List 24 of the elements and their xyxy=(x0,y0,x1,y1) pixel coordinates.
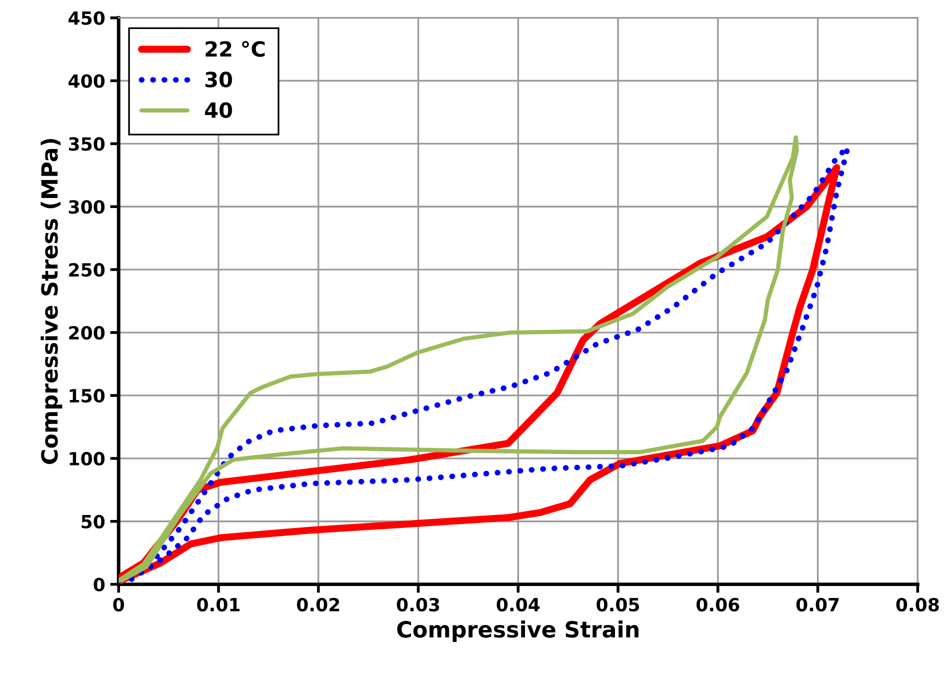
x-tick-label: 0.05 xyxy=(596,598,640,612)
y-tick-label: 200 xyxy=(69,326,105,340)
x-tick-label: 0.07 xyxy=(796,598,839,612)
y-tick-label: 350 xyxy=(68,137,105,151)
y-tick-label: 250 xyxy=(69,263,105,277)
y-tick-label: 450 xyxy=(68,11,105,25)
legend-label: 40 xyxy=(204,102,232,118)
x-tick-label: 0 xyxy=(113,598,124,612)
x-tick-label: 0.03 xyxy=(396,598,440,612)
x-tick-label: 0.01 xyxy=(197,598,240,612)
x-axis-title: Compressive Strain xyxy=(397,620,638,642)
y-tick-label: 100 xyxy=(70,452,105,466)
x-tick-label: 0.02 xyxy=(296,598,340,612)
x-tick-label: 0.06 xyxy=(696,598,740,612)
legend-label: 30 xyxy=(205,72,232,88)
y-tick-label: 300 xyxy=(68,200,105,214)
x-tick-label: 0.04 xyxy=(496,598,540,612)
y-axis-title: Compressive Stress (MPa) xyxy=(40,138,62,464)
y-tick-label: 50 xyxy=(82,514,105,528)
y-tick-label: 400 xyxy=(68,74,105,88)
x-tick-label: 0.08 xyxy=(896,598,939,612)
y-tick-label: 0 xyxy=(94,578,105,592)
legend-label: 22 °C xyxy=(206,40,265,57)
y-tick-label: 150 xyxy=(70,388,105,403)
